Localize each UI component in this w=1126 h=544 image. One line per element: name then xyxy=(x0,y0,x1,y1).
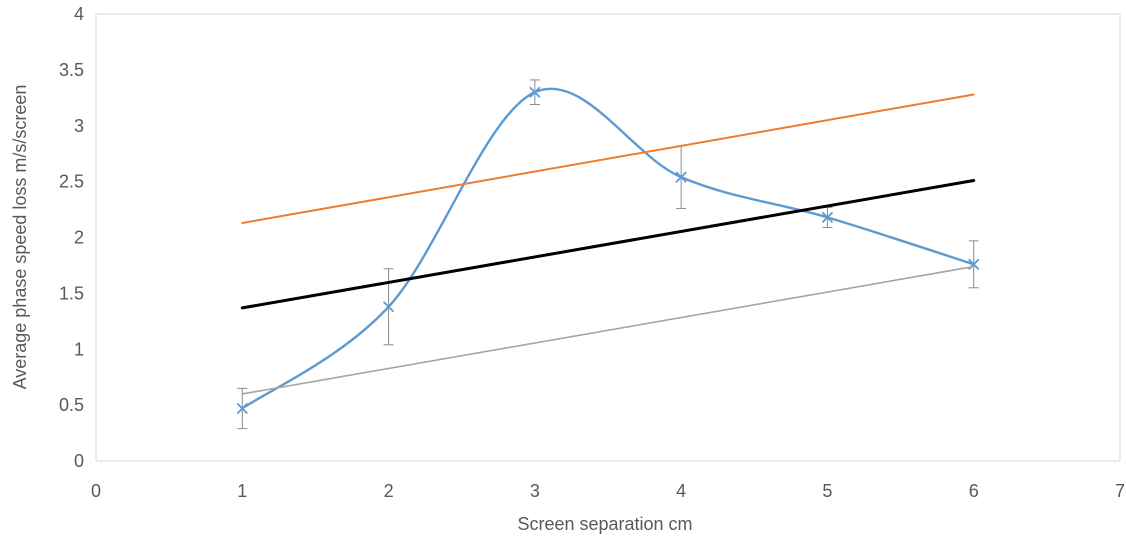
y-tick-label: 4 xyxy=(74,4,84,24)
data-point-marker xyxy=(236,402,248,415)
x-tick-label: 6 xyxy=(969,481,979,501)
y-tick-label: 1 xyxy=(74,339,84,359)
x-tick-label: 4 xyxy=(676,481,686,501)
y-tick-label: 2.5 xyxy=(59,172,84,192)
data-point-marker xyxy=(529,86,541,98)
x-tick-label: 3 xyxy=(530,481,540,501)
x-tick-label: 7 xyxy=(1115,481,1125,501)
marker-stroke xyxy=(236,402,248,415)
tick-labels: 0 1 2 3 4 5 6 7 0 0.5 1 1.5 2 2.5 3 3.5 4 xyxy=(59,4,1125,501)
y-tick-label: 3 xyxy=(74,116,84,136)
chart-marks xyxy=(236,79,980,430)
y-tick-label: 1.5 xyxy=(59,283,84,303)
data-point-marker xyxy=(382,301,395,313)
plot-frame xyxy=(95,13,1121,462)
x-tick-label: 1 xyxy=(237,481,247,501)
data-point-marker xyxy=(821,211,834,224)
y-tick-label: 3.5 xyxy=(59,60,84,80)
trend-line-3 xyxy=(241,265,975,395)
trend-line-2 xyxy=(240,179,976,310)
marker-stroke xyxy=(382,301,395,313)
y-tick-label: 0.5 xyxy=(59,395,84,415)
trend-line-1 xyxy=(241,93,975,224)
marker-stroke xyxy=(675,171,687,183)
marker-stroke xyxy=(821,211,834,224)
x-axis-title: Screen separation cm xyxy=(517,514,692,534)
data-point-marker xyxy=(675,171,687,183)
marker-stroke xyxy=(529,86,541,98)
y-tick-label: 0 xyxy=(74,451,84,471)
x-tick-label: 2 xyxy=(384,481,394,501)
data-series-line xyxy=(241,87,975,410)
x-tick-label: 0 xyxy=(91,481,101,501)
x-tick-label: 5 xyxy=(822,481,832,501)
y-axis-title: Average phase speed loss m/s/screen xyxy=(10,85,30,390)
y-tick-label: 2 xyxy=(74,228,84,248)
